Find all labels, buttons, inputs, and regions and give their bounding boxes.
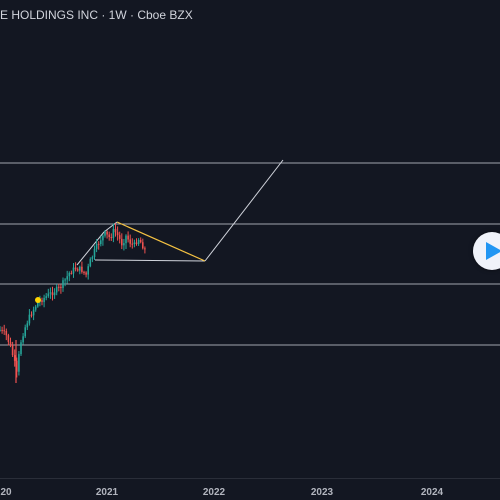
candle-body <box>62 280 64 288</box>
candle-body <box>116 232 119 236</box>
time-axis-label: 2021 <box>95 487 119 498</box>
candle-body <box>89 259 92 267</box>
candle-body <box>125 235 127 244</box>
candle-body <box>118 235 121 239</box>
candle-body <box>7 335 10 342</box>
candle-body <box>114 228 117 233</box>
time-axis[interactable]: 20 2021 2022 2023 2024 <box>0 478 500 500</box>
candle-body <box>93 248 96 257</box>
candle-body <box>13 355 16 361</box>
candle-body <box>60 286 62 288</box>
candle-body <box>37 302 39 307</box>
candle-body <box>45 296 47 298</box>
candle-body <box>20 342 22 355</box>
time-axis-label: 2023 <box>310 487 334 498</box>
candle-body <box>123 243 125 246</box>
candle-body <box>135 242 138 244</box>
replay-play-button[interactable] <box>473 232 500 270</box>
candle-body <box>127 235 129 240</box>
candle-body <box>51 292 54 296</box>
candle-body <box>16 360 18 372</box>
time-axis-label: 2022 <box>202 487 226 498</box>
candle-body <box>104 231 106 236</box>
pattern-line <box>94 259 206 262</box>
candle-body <box>85 272 87 275</box>
candle-body <box>68 272 71 277</box>
candle-body <box>131 243 134 245</box>
candle-body <box>91 256 94 260</box>
candle-body <box>34 306 37 310</box>
candle-body <box>74 267 77 270</box>
candle-body <box>100 240 102 245</box>
candle-body <box>47 293 50 297</box>
candle-body <box>112 228 115 238</box>
candle-body <box>129 239 131 244</box>
candle-body <box>41 300 43 303</box>
candle-body <box>137 239 140 244</box>
play-icon <box>486 242 500 260</box>
candle-body <box>18 354 20 372</box>
time-axis-label: 20 <box>0 487 12 498</box>
candle-body <box>79 266 81 271</box>
pattern-line <box>103 221 118 233</box>
candle-body <box>30 314 33 316</box>
candle-body <box>32 309 35 316</box>
candle-body <box>28 314 31 324</box>
candle-body <box>53 292 56 296</box>
candle-body <box>144 248 146 250</box>
pattern-line <box>76 231 105 266</box>
candle-body <box>106 231 108 235</box>
candle-body <box>22 336 24 343</box>
candle-body <box>76 269 79 271</box>
symbol-title: E HOLDINGS INC · 1W · Cboe BZX <box>0 8 193 22</box>
candle-body <box>72 267 75 274</box>
candle-body <box>133 242 136 244</box>
candle-body <box>58 286 60 288</box>
candle-body <box>64 279 66 281</box>
candle-body <box>102 235 104 241</box>
candle-body <box>5 330 8 336</box>
candle-body <box>95 243 98 249</box>
candle-body <box>70 272 73 274</box>
projection-line <box>204 159 284 262</box>
candle-body <box>1 329 3 331</box>
time-axis-label: 2024 <box>420 487 444 498</box>
candle-body <box>81 266 83 272</box>
candle-body <box>121 238 123 246</box>
candle-body <box>49 292 52 294</box>
candle-body <box>11 345 14 356</box>
candle-body <box>3 330 5 332</box>
candle-body <box>0 329 1 331</box>
candle-body <box>66 276 68 280</box>
candle-body <box>24 327 26 337</box>
candle-body <box>26 323 29 328</box>
candle-body <box>55 286 58 293</box>
candle-body <box>142 242 144 249</box>
candle-body <box>110 236 113 238</box>
candle-body <box>97 243 100 245</box>
candle-body <box>108 234 110 237</box>
trend-line <box>116 221 206 262</box>
candle-body <box>43 297 45 303</box>
event-marker <box>35 297 41 303</box>
candle-body <box>83 271 85 273</box>
candle-body <box>9 341 12 346</box>
candle-body <box>139 239 142 243</box>
candle-body <box>87 266 89 275</box>
